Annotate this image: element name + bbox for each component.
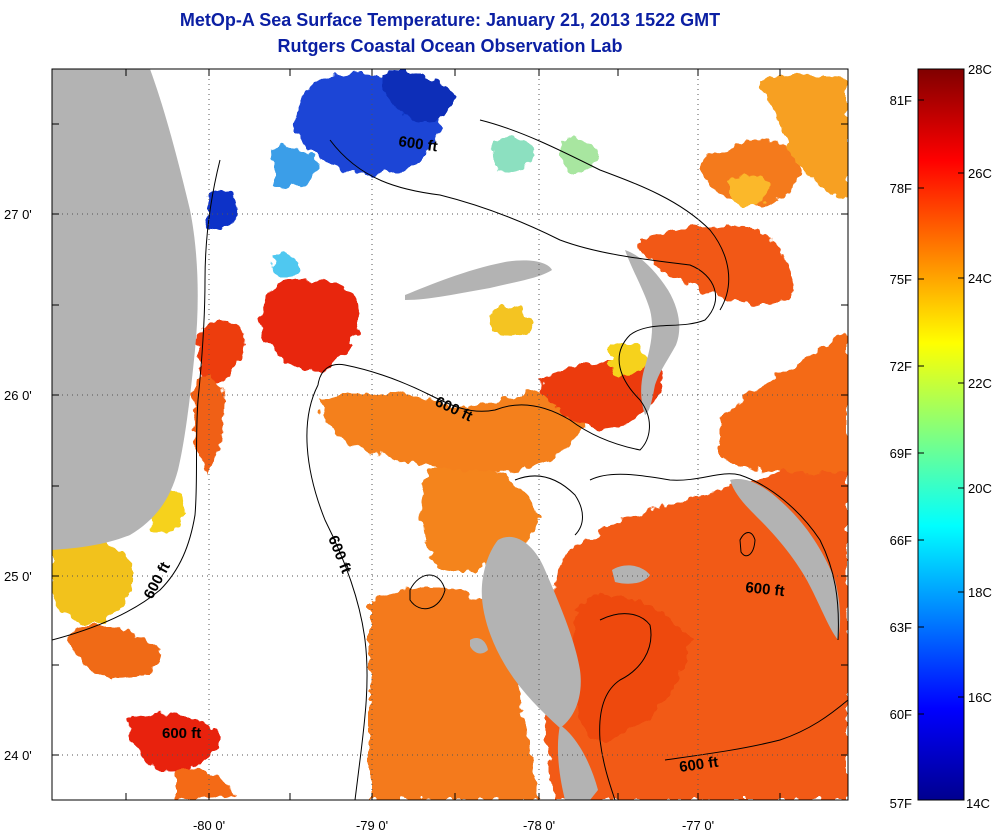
colorbar-fahrenheit-label: 66F [890,533,912,548]
contour-label: 600 ft [745,579,786,600]
colorbar-fahrenheit-label: 69F [890,446,912,461]
x-tick-label: -78 0' [523,818,555,833]
colorbar-fahrenheit-label: 57F [890,796,912,811]
colorbar-fahrenheit-label: 60F [890,707,912,722]
map-title: MetOp-A Sea Surface Temperature: January… [179,10,721,30]
contour-labels: 600 ft 600 ft 600 ft 600 ft 600 ft 600 f… [141,133,786,776]
colorbar-fahrenheit-label: 81F [890,93,912,108]
contour-label: 600 ft [162,725,201,742]
colorbar: 28C 26C 24C 22C 20C 18C 16C 14C 81F 78F … [890,62,992,811]
colorbar-celsius-label: 16C [968,690,992,705]
colorbar-celsius-label: 28C [968,62,992,77]
colorbar-celsius-label: 14C [966,796,990,811]
colorbar-celsius-label: 22C [968,376,992,391]
colorbar-fahrenheit-label: 63F [890,620,912,635]
x-tick-label: -80 0' [193,818,225,833]
colorbar-celsius-label: 26C [968,166,992,181]
land [52,69,841,800]
colorbar-fahrenheit-label: 72F [890,359,912,374]
y-tick-label: 24 0' [4,748,32,763]
colorbar-fahrenheit-label: 78F [890,181,912,196]
y-tick-label: 26 0' [4,388,32,403]
x-axis-labels: -80 0' -79 0' -78 0' -77 0' [193,818,714,833]
colorbar-fahrenheit-label: 75F [890,272,912,287]
y-tick-label: 27 0' [4,207,32,222]
colorbar-gradient [917,68,965,801]
colorbar-celsius-label: 20C [968,481,992,496]
contour-label: 600 ft [397,133,438,155]
y-tick-label: 25 0' [4,569,32,584]
x-tick-label: -79 0' [356,818,388,833]
colorbar-celsius-label: 24C [968,271,992,286]
y-axis-labels: 27 0' 26 0' 25 0' 24 0' [4,207,32,763]
bathymetry-contours [52,119,848,800]
x-tick-label: -77 0' [682,818,714,833]
map-frame [51,68,849,801]
graticule [52,69,848,800]
map-subtitle: Rutgers Coastal Ocean Observation Lab [277,36,623,56]
contour-label: 600 ft [678,754,719,776]
axis-ticks [52,69,848,800]
colorbar-celsius-label: 18C [968,585,992,600]
